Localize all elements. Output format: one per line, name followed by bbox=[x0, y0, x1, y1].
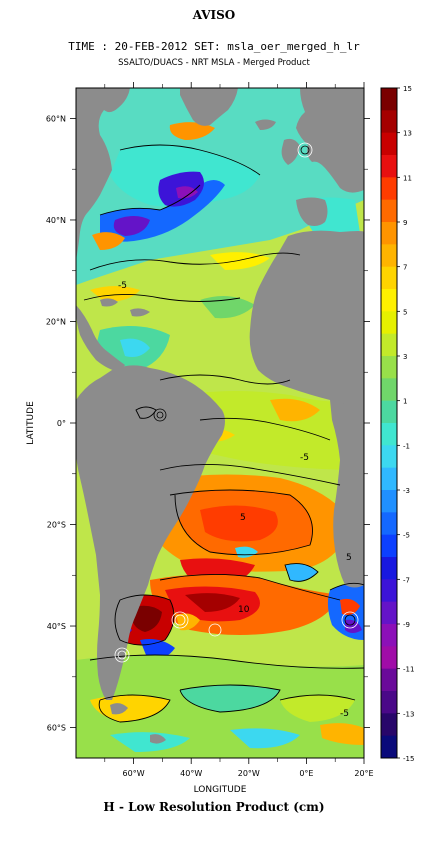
colorbar-swatch bbox=[381, 646, 397, 670]
colorbar-swatch bbox=[381, 311, 397, 335]
colorbar-swatch bbox=[381, 445, 397, 469]
map-title: AVISO bbox=[192, 8, 236, 22]
colorbar-swatch bbox=[381, 668, 397, 692]
colorbar-swatch bbox=[381, 601, 397, 625]
colorbar-swatch bbox=[381, 557, 397, 580]
contour-labels: -5 -5 5 10 5 -5 bbox=[118, 281, 352, 719]
colorbar bbox=[380, 87, 398, 759]
product-subtitle: SSALTO/DUACS - NRT MSLA - Merged Product bbox=[118, 58, 310, 68]
lat-tick-label: 0° bbox=[57, 419, 66, 428]
colorbar-label: 1 bbox=[403, 398, 407, 406]
contour-label: 5 bbox=[346, 553, 352, 563]
colorbar-swatch bbox=[381, 624, 397, 647]
contour-label: -5 bbox=[340, 709, 349, 719]
colorbar-label: 7 bbox=[403, 264, 407, 272]
longitude-ticks: 60°W 40°W 20°W 0°E 20°E bbox=[104, 82, 374, 778]
colorbar-label: 5 bbox=[403, 308, 407, 316]
colorbar-swatch bbox=[381, 490, 397, 513]
colorbar-swatch bbox=[381, 691, 397, 714]
lat-tick-label: 60°S bbox=[47, 724, 66, 733]
lat-tick-label: 20°S bbox=[47, 521, 66, 530]
colorbar-label: -11 bbox=[403, 666, 414, 674]
colorbar-swatch bbox=[381, 177, 397, 201]
colorbar-swatch bbox=[381, 333, 397, 357]
colorbar-label: -15 bbox=[403, 755, 414, 763]
colorbar-swatch bbox=[381, 289, 397, 312]
colorbar-label: -5 bbox=[403, 532, 410, 540]
lon-tick-label: 0°E bbox=[299, 769, 313, 778]
lon-tick-label: 20°W bbox=[238, 769, 260, 778]
colorbar-swatch bbox=[381, 356, 397, 379]
colorbar-swatch bbox=[381, 222, 397, 245]
colorbar-swatch bbox=[381, 110, 397, 134]
y-axis-label: LATITUDE bbox=[26, 401, 36, 445]
colorbar-swatch bbox=[381, 266, 397, 290]
colorbar-frame bbox=[380, 87, 398, 759]
colorbar-labels: 15 13 11 9 7 5 3 1 -1 -3 -5 -7 -9 -11 -13 -15 bbox=[397, 85, 414, 763]
sea-level-anomaly-field bbox=[76, 88, 364, 758]
time-line: TIME : 20-FEB-2012 SET: msla_oer_merged_… bbox=[68, 40, 360, 53]
colorbar-label: 13 bbox=[403, 130, 412, 138]
colorbar-label: -9 bbox=[403, 621, 410, 629]
footer-caption: H - Low Resolution Product (cm) bbox=[103, 800, 325, 814]
x-axis-label: LONGITUDE bbox=[194, 785, 247, 795]
colorbar-label: 15 bbox=[403, 85, 412, 93]
colorbar-label: 9 bbox=[403, 219, 407, 227]
colorbar-swatch bbox=[381, 512, 397, 536]
contour-label: -5 bbox=[118, 281, 127, 291]
colorbar-swatch bbox=[381, 244, 397, 268]
latitude-ticks: 60°N 40°N 20°N 0° 20°S 40°S 60°S bbox=[46, 114, 370, 733]
colorbar-label: 11 bbox=[403, 174, 412, 182]
colorbar-swatch bbox=[381, 132, 397, 156]
colorbar-swatch bbox=[381, 199, 397, 223]
colorbar-label: 3 bbox=[403, 353, 407, 361]
colorbar-swatch bbox=[381, 467, 397, 491]
lat-tick-label: 40°S bbox=[47, 622, 66, 631]
lon-tick-label: 40°W bbox=[180, 769, 202, 778]
colorbar-swatch bbox=[381, 423, 397, 446]
lat-tick-label: 60°N bbox=[46, 114, 66, 123]
colorbar-label: -3 bbox=[403, 487, 410, 495]
lon-tick-label: 20°E bbox=[354, 769, 373, 778]
colorbar-swatch bbox=[381, 579, 397, 603]
contour-label: 10 bbox=[238, 605, 250, 615]
colorbar-label: -13 bbox=[403, 710, 414, 718]
colorbar-swatch bbox=[381, 378, 397, 402]
colorbar-swatch bbox=[381, 88, 397, 111]
colorbar-label: -7 bbox=[403, 576, 410, 584]
contour-label: 5 bbox=[240, 513, 246, 523]
contour-label: -5 bbox=[300, 453, 309, 463]
colorbar-swatch bbox=[381, 155, 397, 178]
colorbar-swatch bbox=[381, 713, 397, 737]
colorbar-swatch bbox=[381, 735, 397, 759]
colorbar-swatch bbox=[381, 400, 397, 424]
lat-tick-label: 20°N bbox=[46, 317, 66, 326]
lat-tick-label: 40°N bbox=[46, 216, 66, 225]
colorbar-swatch bbox=[381, 534, 397, 558]
lon-tick-label: 60°W bbox=[123, 769, 145, 778]
colorbar-label: -1 bbox=[403, 442, 410, 450]
